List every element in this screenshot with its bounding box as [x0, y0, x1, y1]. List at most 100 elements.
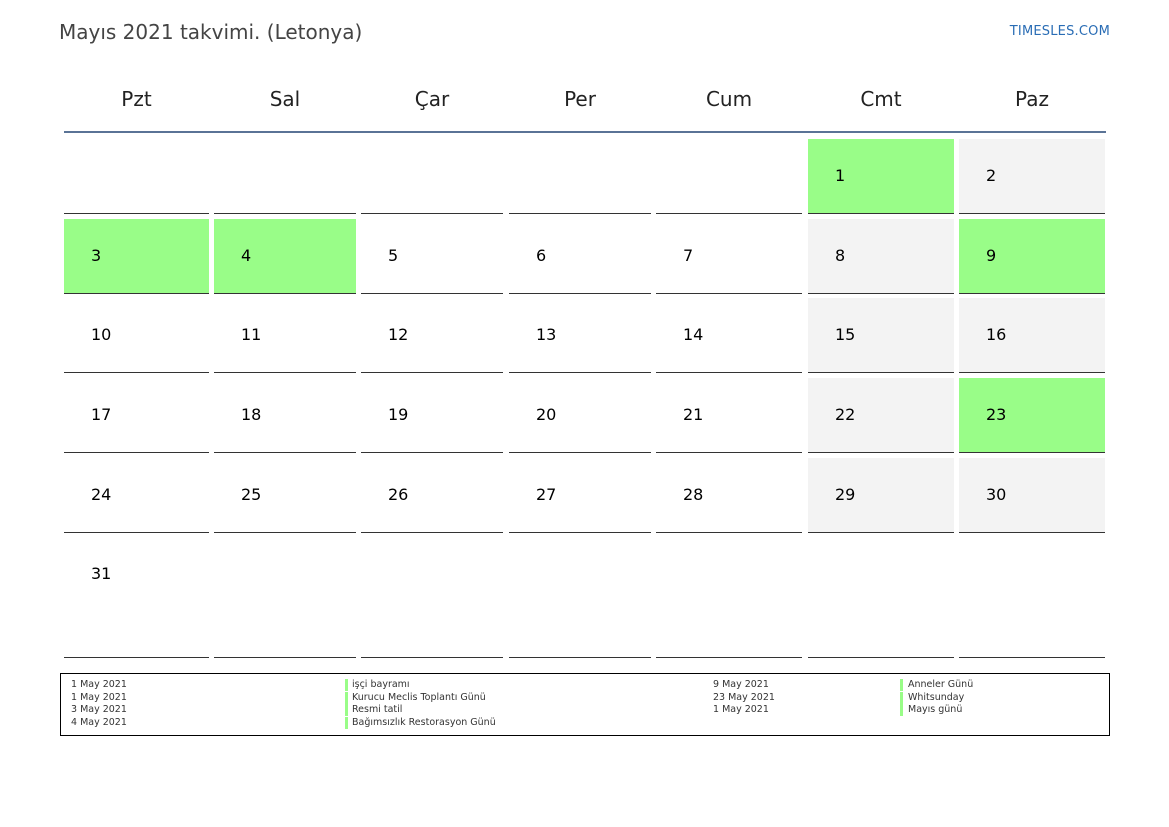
day-cell[interactable]: 23	[959, 378, 1105, 453]
holiday-name: Mayıs günü	[908, 704, 963, 715]
day-number: 7	[683, 246, 694, 265]
day-cell[interactable]: 21	[656, 378, 802, 453]
day-cell[interactable]: 28	[656, 458, 802, 533]
day-number: 13	[536, 325, 557, 344]
day-number: 19	[388, 405, 409, 424]
holiday-name: Whitsunday	[908, 691, 965, 703]
day-number: 24	[91, 485, 112, 504]
holiday-color-bar	[900, 679, 903, 691]
day-cell	[361, 139, 503, 214]
holiday-color-bar	[900, 691, 903, 704]
holiday-date: 1 May 2021	[71, 691, 127, 703]
weekday-4: Per	[564, 87, 596, 111]
day-cell	[959, 537, 1105, 658]
holiday-name: Resmi tatil	[352, 704, 403, 715]
day-cell[interactable]: 6	[509, 219, 651, 294]
day-number: 20	[536, 405, 557, 424]
day-cell[interactable]: 11	[214, 298, 356, 373]
day-cell[interactable]: 12	[361, 298, 503, 373]
day-number: 18	[241, 405, 262, 424]
day-cell[interactable]: 3	[64, 219, 209, 294]
holiday-date: 1 May 2021	[713, 704, 769, 715]
holiday-name: Bağımsızlık Restorasyon Günü	[352, 716, 496, 728]
day-cell[interactable]: 22	[808, 378, 954, 453]
day-cell	[656, 537, 802, 658]
day-cell[interactable]: 1	[808, 139, 954, 214]
day-cell[interactable]: 25	[214, 458, 356, 533]
day-cell[interactable]: 24	[64, 458, 209, 533]
holiday-name: Anneler Günü	[908, 679, 974, 690]
day-cell	[509, 537, 651, 658]
holiday-color-bar	[345, 679, 348, 691]
holiday-date: 3 May 2021	[71, 704, 127, 715]
weekday-1: Pzt	[121, 87, 152, 111]
day-cell	[808, 537, 954, 658]
day-number: 1	[835, 166, 846, 185]
day-cell[interactable]: 16	[959, 298, 1105, 373]
day-number: 5	[388, 246, 399, 265]
holiday-name: işçi bayramı	[352, 679, 410, 690]
holiday-color-bar	[345, 704, 348, 716]
weekday-2: Sal	[269, 87, 301, 111]
day-number: 8	[835, 246, 846, 265]
day-cell[interactable]: 7	[656, 219, 802, 294]
day-number: 31	[91, 564, 112, 583]
holiday-date: 1 May 2021	[71, 679, 127, 690]
holiday-date: 4 May 2021	[71, 716, 127, 728]
day-cell	[361, 537, 503, 658]
day-cell[interactable]: 13	[509, 298, 651, 373]
weekday-5: Cum	[705, 87, 753, 111]
day-number: 3	[91, 246, 102, 265]
day-number: 22	[835, 405, 856, 424]
day-cell[interactable]: 20	[509, 378, 651, 453]
holiday-legend: 1 May 2021 işçi bayramı 1 May 2021 Kurucu M…	[60, 673, 1110, 736]
weekday-header: Pzt Sal Çar Per Cum Cmt Paz	[64, 80, 1106, 132]
holiday-color-bar	[345, 716, 348, 729]
holiday-color-bar	[345, 691, 348, 704]
day-cell[interactable]: 2	[959, 139, 1105, 214]
day-cell[interactable]: 19	[361, 378, 503, 453]
day-number: 12	[388, 325, 409, 344]
day-number: 17	[91, 405, 112, 424]
day-cell	[656, 139, 802, 214]
day-number: 21	[683, 405, 704, 424]
day-cell	[214, 537, 356, 658]
header-divider	[64, 131, 1106, 133]
day-number: 2	[986, 166, 997, 185]
day-cell	[509, 139, 651, 214]
day-number: 30	[986, 485, 1007, 504]
day-cell[interactable]: 9	[959, 219, 1105, 294]
day-number: 27	[536, 485, 557, 504]
brand-link[interactable]: TIMESLES.COM	[1009, 24, 1110, 39]
holiday-date: 9 May 2021	[713, 679, 769, 690]
day-cell[interactable]: 30	[959, 458, 1105, 533]
day-cell[interactable]: 17	[64, 378, 209, 453]
day-cell	[214, 139, 356, 214]
weekday-7: Paz	[1015, 87, 1049, 111]
day-number: 15	[835, 325, 856, 344]
day-cell[interactable]: 14	[656, 298, 802, 373]
day-cell[interactable]: 26	[361, 458, 503, 533]
weekday-3: Çar	[414, 87, 450, 111]
day-number: 9	[986, 246, 997, 265]
day-number: 10	[91, 325, 112, 344]
day-cell[interactable]: 18	[214, 378, 356, 453]
day-number: 6	[536, 246, 547, 265]
day-number: 28	[683, 485, 704, 504]
day-cell[interactable]: 27	[509, 458, 651, 533]
day-number: 4	[241, 246, 252, 265]
day-cell[interactable]: 15	[808, 298, 954, 373]
day-cell[interactable]: 10	[64, 298, 209, 373]
day-cell[interactable]: 4	[214, 219, 356, 294]
day-number: 26	[388, 485, 409, 504]
day-cell[interactable]: 8	[808, 219, 954, 294]
holiday-name: Kurucu Meclis Toplantı Günü	[352, 691, 486, 703]
day-cell	[64, 139, 209, 214]
day-cell[interactable]: 5	[361, 219, 503, 294]
day-number: 25	[241, 485, 262, 504]
day-number: 23	[986, 405, 1007, 424]
day-cell[interactable]: 29	[808, 458, 954, 533]
day-number: 14	[683, 325, 704, 344]
day-cell[interactable]: 31	[64, 537, 209, 658]
